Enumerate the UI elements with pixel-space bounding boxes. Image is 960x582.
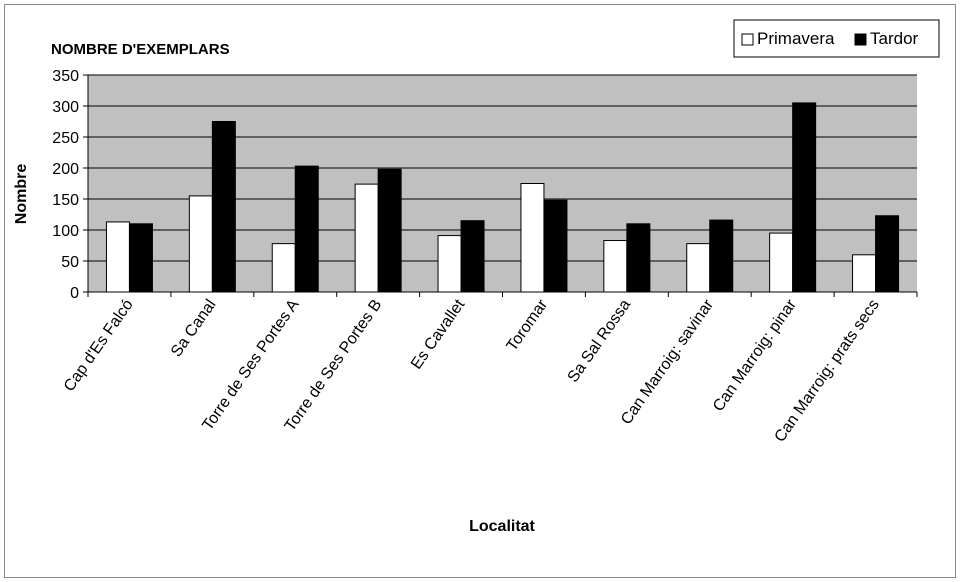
bar-tardor-can-marroig-prats-secs [875, 215, 900, 293]
axes [83, 74, 918, 297]
y-tick-label: 350 [52, 68, 79, 85]
bar-primavera-can-marroig-pinar [769, 232, 794, 293]
bar-primavera-sa-canal [188, 195, 213, 293]
y-tick-label: 0 [70, 285, 79, 302]
bar-tardor-cap-d-es-falco [128, 223, 153, 293]
y-tick-label: 250 [52, 130, 79, 147]
y-tick-labels: 0 50 100 150 200 250 300 350 [52, 68, 79, 302]
x-category-label: Sa Canal [168, 297, 220, 361]
legend-swatch-tardor [854, 33, 867, 46]
bar-primavera-es-cavallet [437, 235, 462, 293]
bar-primavera-can-marroig-prats-secs [852, 254, 877, 293]
y-tick-label: 50 [61, 254, 79, 271]
chart-frame: 0 50 100 150 200 250 300 350 Cap d'Es Falcó Sa C… [4, 4, 956, 578]
bar-primavera-cap-d-es-falco [105, 221, 130, 293]
bar-tardor-can-marroig-pinar [792, 102, 817, 293]
x-category-label: Can Marroig: pinar [710, 296, 800, 415]
y-tick-label: 300 [52, 99, 79, 116]
y-axis-label: Nombre [13, 164, 30, 225]
legend-box [733, 19, 940, 58]
bar-tardor-es-cavallet [460, 220, 485, 293]
bars [105, 102, 900, 293]
y-tick-label: 100 [52, 223, 79, 240]
bar-primavera-torre-de-ses-portes-b [354, 183, 379, 293]
bar-tardor-sa-sal-rossa [626, 223, 651, 293]
y-tick-label: 200 [52, 161, 79, 178]
x-category-label: Toromar [504, 296, 552, 354]
legend-label-tardor: Tardor [870, 29, 919, 48]
bar-chart: 0 50 100 150 200 250 300 350 Cap d'Es Falcó Sa C… [13, 19, 940, 535]
bar-tardor-toromar [543, 199, 568, 293]
y-tick-label: 150 [52, 192, 79, 209]
bar-tardor-torre-de-ses-portes-a [294, 165, 319, 293]
legend-swatch-primavera [741, 33, 754, 46]
x-axis-label: Localitat [469, 518, 535, 535]
x-category-label: Es Cavallet [408, 296, 469, 372]
bar-tardor-can-marroig-savinar [709, 219, 734, 293]
legend: Primavera Tardor [733, 19, 940, 58]
chart-title: NOMBRE D'EXEMPLARS [51, 41, 230, 58]
x-category-label: Torre de Ses Portes A [199, 296, 302, 434]
legend-label-primavera: Primavera [757, 29, 835, 48]
x-category-label: Sa Sal Rossa [565, 296, 635, 385]
x-category-label: Can Marroig: savinar [618, 296, 717, 428]
bar-primavera-toromar [520, 183, 545, 293]
x-category-label: Torre de Ses Portes B [282, 297, 386, 435]
x-category-label: Cap d'Es Falcó [61, 296, 137, 394]
bar-primavera-sa-sal-rossa [603, 240, 628, 293]
bar-primavera-can-marroig-savinar [686, 243, 711, 293]
bar-tardor-sa-canal [211, 121, 236, 293]
bar-primavera-torre-de-ses-portes-a [271, 243, 296, 293]
bar-tardor-torre-de-ses-portes-b [377, 168, 402, 293]
